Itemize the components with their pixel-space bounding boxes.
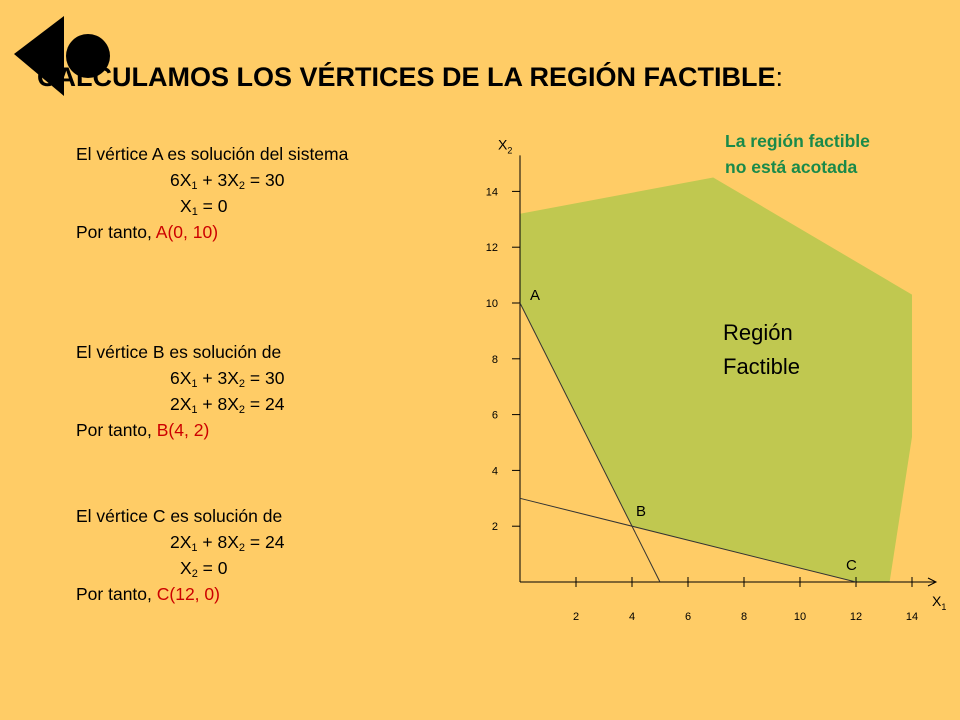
vertex-c-equation-2: X2 = 0: [180, 558, 228, 580]
vertex-c-intro: El vértice C es solución de: [76, 506, 283, 526]
x-tick-label: 12: [850, 611, 862, 623]
vertex-b-equation-2: 2X1 + 8X2 = 24: [170, 394, 285, 416]
x-axis-arrow-icon: [927, 577, 938, 587]
y-axis-title: X2: [498, 136, 512, 155]
y-tick-label: 10: [486, 298, 498, 310]
constraint-line-2: [519, 497, 857, 583]
unbounded-region-note: La región factible no está acotada: [725, 128, 870, 180]
triangle-icon: [14, 16, 64, 96]
vertex-a-intro: El vértice A es solución del sistema: [76, 144, 349, 164]
vertex-a-equation-1: 6X1 + 3X2 = 30: [170, 170, 285, 192]
x-tick-label: 10: [794, 611, 806, 623]
x-tick-label: 2: [573, 611, 579, 623]
y-tick-label: 4: [492, 465, 498, 477]
page-title: CALCULAMOS LOS VÉRTICES DE LA REGIÓN FAC…: [37, 62, 784, 92]
region-label-line-2: Factible: [723, 354, 800, 379]
y-tick-label: 2: [492, 521, 498, 533]
y-tick-label: 14: [486, 186, 498, 198]
vertex-b-explanation: El vértice B es solución de 6X1 + 3X2 = …: [76, 339, 376, 443]
vertex-b-intro: El vértice B es solución de: [76, 342, 282, 362]
note-line-2: no está acotada: [725, 157, 858, 177]
x-tick-label: 8: [741, 611, 747, 623]
vertex-b-conclusion: Por tanto, B(4, 2): [76, 420, 210, 440]
vertex-a-conclusion: Por tanto, A(0, 10): [76, 222, 219, 242]
vertex-b-result: B(4, 2): [156, 420, 210, 440]
region-label-line-1: Región: [723, 320, 793, 345]
vertex-c-explanation: El vértice C es solución de 2X1 + 8X2 = …: [76, 503, 376, 607]
note-line-1: La región factible: [725, 131, 870, 151]
vertex-label-b: B: [636, 503, 646, 520]
x-axis-title: X1: [932, 593, 946, 612]
x-tick-label: 4: [629, 611, 635, 623]
x-tick-label: 6: [685, 611, 691, 623]
feasible-region: [520, 177, 912, 582]
vertex-a-equation-2: X1 = 0: [180, 196, 228, 218]
vertex-a-result: A(0, 10): [155, 222, 219, 242]
vertex-c-result: C(12, 0): [156, 584, 220, 604]
vertex-c-equation-1: 2X1 + 8X2 = 24: [170, 532, 285, 554]
circle-icon: [66, 34, 110, 78]
y-tick-label: 12: [486, 242, 498, 254]
vertex-label-a: A: [530, 287, 540, 304]
x-tick-label: 14: [906, 611, 918, 623]
vertex-c-conclusion: Por tanto, C(12, 0): [76, 584, 220, 604]
y-tick-label: 8: [492, 354, 498, 366]
constraint-line-1: [519, 302, 661, 583]
vertex-label-c: C: [846, 557, 857, 574]
y-tick-label: 6: [492, 410, 498, 422]
vertex-a-explanation: El vértice A es solución del sistema 6X1…: [76, 141, 376, 245]
vertex-b-equation-1: 6X1 + 3X2 = 30: [170, 368, 285, 390]
back-navigation-logo[interactable]: [12, 14, 112, 98]
